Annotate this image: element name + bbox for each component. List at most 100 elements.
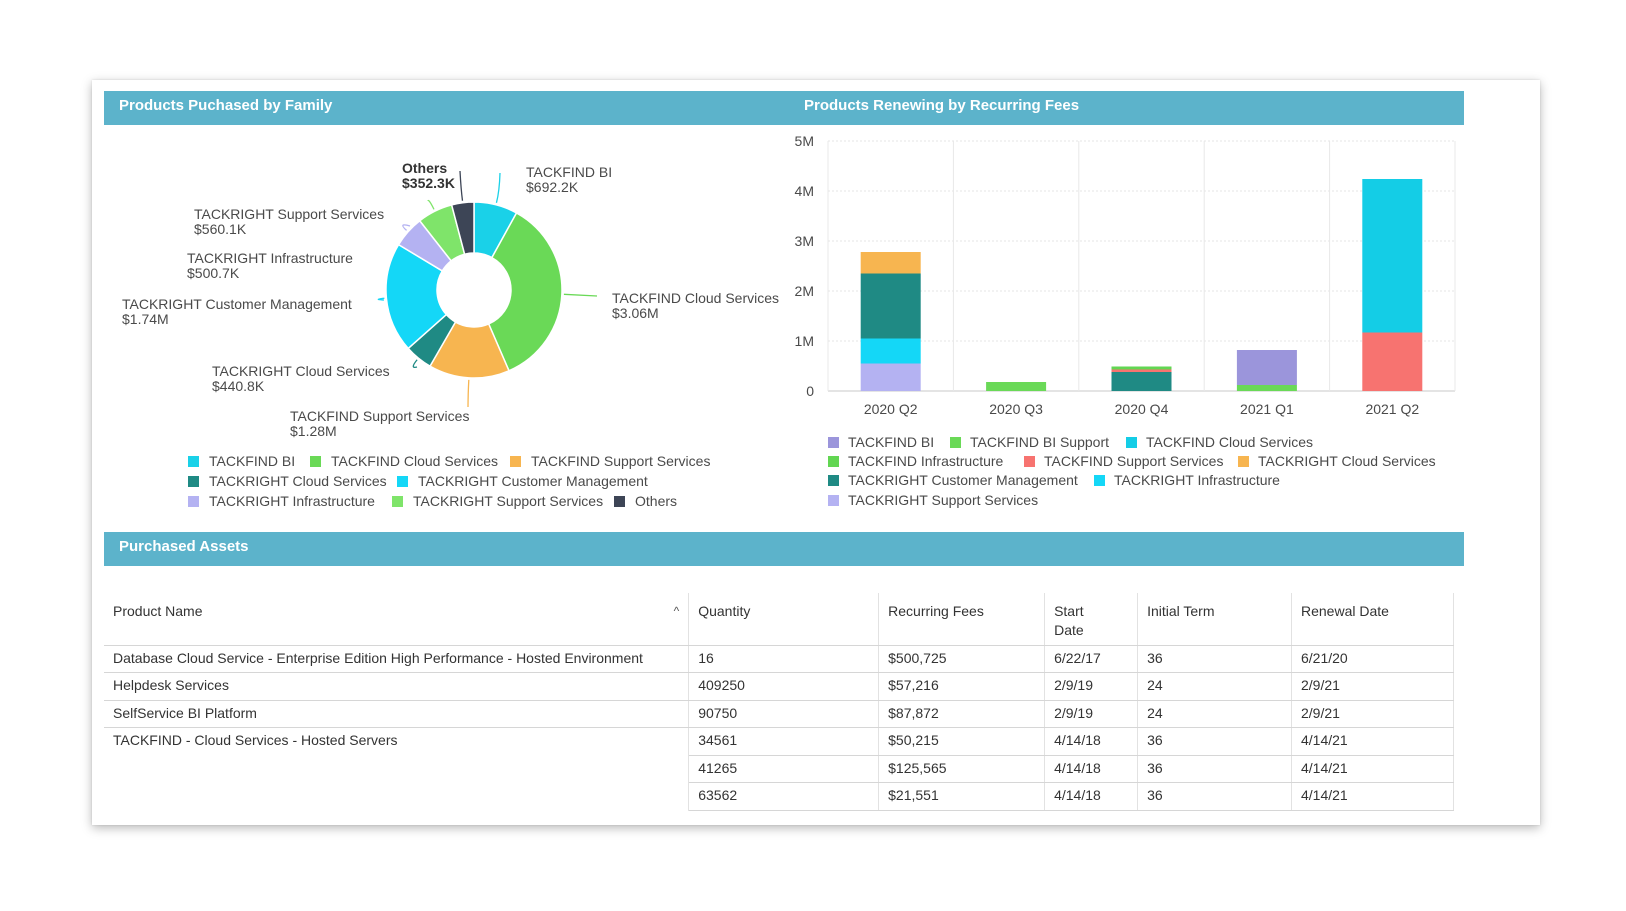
bar-segment-tackright-customer-management-2020-q4[interactable] — [1111, 372, 1172, 391]
cell-start: 4/14/18 — [1044, 782, 1139, 811]
donut-value-label: $1.74M — [122, 311, 169, 327]
cell-quantity: 90750 — [688, 700, 880, 728]
assets-header: Purchased Assets — [104, 532, 1464, 566]
legend-label-others: Others — [635, 493, 677, 509]
legend-swatch — [828, 437, 839, 448]
legend-label-tackfind-bi-support: TACKFIND BI Support — [970, 434, 1109, 450]
bar-segment-tackfind-bi-2021-q1[interactable] — [1236, 350, 1297, 385]
x-tick-label: 2021 Q2 — [1365, 401, 1419, 417]
cell-renewal: 2/9/21 — [1291, 672, 1454, 701]
legend-swatch — [950, 437, 961, 448]
cell-term: 36 — [1137, 727, 1292, 756]
legend-swatch — [828, 495, 839, 506]
donut-leader-line — [412, 359, 418, 368]
column-start-date[interactable]: Start Date — [1044, 593, 1139, 646]
column-initial-term[interactable]: Initial Term — [1137, 593, 1292, 646]
legend-swatch — [397, 476, 408, 487]
column-quantity[interactable]: Quantity — [688, 593, 880, 646]
column-recurring-fees[interactable]: Recurring Fees — [878, 593, 1046, 646]
bar-segment-tackfind-support-services-2020-q4[interactable] — [1111, 369, 1172, 373]
legend-swatch — [188, 456, 199, 467]
y-tick-label: 2M — [795, 283, 814, 299]
donut-label: TACKFIND BI — [526, 164, 612, 180]
donut-label: TACKRIGHT Cloud Services — [212, 363, 390, 379]
legend-label-tackfind-cloud-services: TACKFIND Cloud Services — [1146, 434, 1313, 450]
cell-renewal: 4/14/21 — [1291, 755, 1454, 783]
y-tick-label: 5M — [795, 133, 814, 149]
legend-swatch — [510, 456, 521, 467]
donut-leader-line — [402, 224, 411, 231]
legend-label-tackright-support-services: TACKRIGHT Support Services — [848, 492, 1038, 508]
cell-product: SelfService BI Platform — [104, 700, 690, 728]
donut-slice-tackright-customer-management[interactable] — [385, 243, 448, 350]
donut-slice-tackfind-cloud-services[interactable] — [487, 211, 563, 372]
donut-leader-line — [377, 297, 385, 301]
cell-start: 4/14/18 — [1044, 755, 1139, 783]
table-row[interactable]: TACKFIND - Cloud Services - Hosted Serve… — [104, 727, 1454, 810]
column-renewal-date[interactable]: Renewal Date — [1291, 593, 1454, 646]
cell-quantity: 16 — [688, 645, 880, 673]
bar-segment-tackfind-cloud-services-2021-q2[interactable] — [1362, 179, 1423, 333]
legend-label-tackright-cloud-services: TACKRIGHT Cloud Services — [1258, 453, 1436, 469]
cell-fees: $21,551 — [878, 782, 1046, 811]
y-tick-label: 4M — [795, 183, 814, 199]
cell-fees: $57,216 — [878, 672, 1046, 701]
cell-fees: $50,215 — [878, 727, 1046, 756]
bar-segment-tackright-infrastructure-2020-q2[interactable] — [860, 338, 921, 364]
legend-label-tackright-cloud-services: TACKRIGHT Cloud Services — [209, 473, 387, 489]
cell-start: 4/14/18 — [1044, 727, 1139, 756]
legend-label-tackright-customer-management: TACKRIGHT Customer Management — [848, 472, 1078, 488]
donut-label: Others — [402, 160, 447, 176]
dashboard-card: Products Puchased by Family Products Ren… — [92, 80, 1540, 825]
legend-swatch — [614, 496, 625, 507]
table-row[interactable]: SelfService BI Platform 90750 $87,872 2/9/1… — [104, 700, 1454, 728]
donut-value-label: $3.06M — [612, 305, 659, 321]
legend-label-tackright-infrastructure: TACKRIGHT Infrastructure — [1114, 472, 1280, 488]
legend-label-tackright-support-services: TACKRIGHT Support Services — [413, 493, 603, 509]
cell-product: Helpdesk Services — [104, 672, 690, 701]
table-row[interactable]: 41265 $125,565 4/14/18 36 4/14/21 — [104, 755, 1454, 783]
column-product-name[interactable]: Product Name ^ — [104, 593, 690, 646]
cell-quantity: 34561 — [688, 727, 880, 756]
legend-swatch — [310, 456, 321, 467]
bar-segment-tackfind-support-services-2021-q2[interactable] — [1362, 332, 1423, 392]
cell-fees: $87,872 — [878, 700, 1046, 728]
x-tick-label: 2020 Q4 — [1115, 401, 1169, 417]
cell-renewal: 2/9/21 — [1291, 700, 1454, 728]
bar-segment-tackright-cloud-services-2020-q2[interactable] — [860, 252, 921, 274]
x-tick-label: 2020 Q2 — [864, 401, 918, 417]
donut-slice-others[interactable] — [450, 201, 475, 256]
donut-value-label: $560.1K — [194, 221, 247, 237]
cell-term: 36 — [1137, 782, 1292, 811]
donut-value-label: $352.3K — [402, 175, 455, 191]
cell-term: 36 — [1137, 755, 1292, 783]
donut-leader-line — [427, 199, 435, 210]
bar-segment-tackfind-bi-support-2020-q3[interactable] — [986, 382, 1047, 391]
bar-segment-tackfind-bi-support-2021-q1[interactable] — [1236, 385, 1297, 391]
legend-label-tackfind-infrastructure: TACKFIND Infrastructure — [848, 453, 1004, 469]
table-row[interactable]: Database Cloud Service - Enterprise Edit… — [104, 645, 1454, 673]
cell-start: 6/22/17 — [1044, 645, 1139, 673]
legend-label-tackfind-support-services: TACKFIND Support Services — [531, 453, 710, 469]
donut-label: TACKRIGHT Customer Management — [122, 296, 352, 312]
cell-start: 2/9/19 — [1044, 672, 1139, 701]
chevron-up-icon[interactable]: ^ — [673, 604, 680, 618]
y-tick-label: 3M — [795, 233, 814, 249]
bar-segment-tackright-customer-management-2020-q2[interactable] — [860, 273, 921, 339]
legend-label-tackfind-bi: TACKFIND BI — [209, 453, 295, 469]
table-row[interactable]: 63562 $21,551 4/14/18 36 4/14/21 — [104, 782, 1454, 811]
left-panel-header: Products Puchased by Family — [104, 91, 789, 125]
table-row[interactable]: Helpdesk Services 409250 $57,216 2/9/19 24 2/… — [104, 672, 1454, 701]
cell-term: 24 — [1137, 700, 1292, 728]
bar-segment-tackright-support-services-2020-q2[interactable] — [860, 363, 921, 392]
cell-term: 24 — [1137, 672, 1292, 701]
bar-segment-tackfind-infrastructure-2020-q4[interactable] — [1111, 366, 1172, 370]
right-panel-header: Products Renewing by Recurring Fees — [789, 91, 1464, 125]
donut-label: TACKRIGHT Infrastructure — [187, 250, 353, 266]
x-tick-label: 2021 Q1 — [1240, 401, 1294, 417]
donut-value-label: $1.28M — [290, 423, 337, 439]
legend-swatch — [188, 496, 199, 507]
y-tick-label: 1M — [795, 333, 814, 349]
cell-quantity: 41265 — [688, 755, 880, 783]
